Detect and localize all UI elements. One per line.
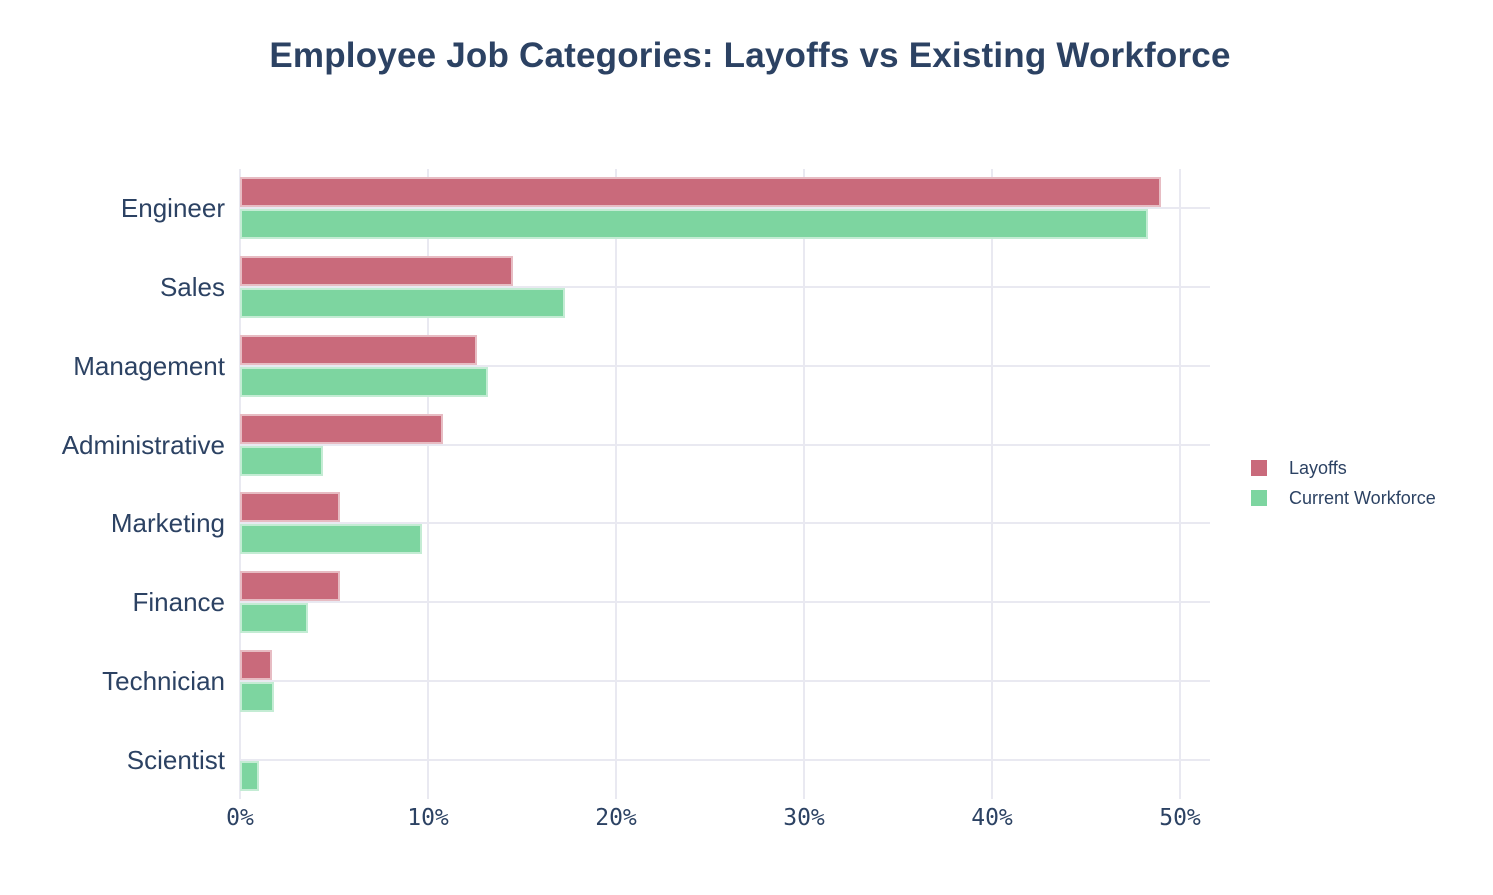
x-gridline — [427, 169, 429, 799]
x-gridline — [239, 169, 241, 799]
bar-workforce-finance[interactable] — [240, 603, 308, 634]
legend-label-layoffs: Layoffs — [1289, 457, 1347, 478]
y-gridline — [240, 207, 1210, 210]
bar-layoffs-sales[interactable] — [240, 256, 513, 287]
y-gridline — [240, 522, 1210, 525]
bar-workforce-management[interactable] — [240, 366, 488, 397]
x-tick-label: 0% — [226, 805, 254, 831]
y-gridline — [240, 364, 1210, 367]
legend-swatch-layoffs-icon — [1251, 460, 1267, 476]
category-label-management: Management — [73, 350, 225, 381]
category-label-marketing: Marketing — [110, 508, 225, 539]
x-tick-label: 10% — [407, 805, 449, 831]
bar-workforce-scientist[interactable] — [240, 760, 259, 791]
y-gridline — [240, 286, 1210, 289]
x-gridline — [615, 169, 617, 799]
bar-layoffs-management[interactable] — [240, 334, 477, 365]
legend-label-current-workforce: Current Workforce — [1289, 487, 1436, 508]
x-gridline — [803, 169, 805, 799]
category-label-engineer: Engineer — [120, 193, 225, 224]
y-gridline — [240, 601, 1210, 604]
bar-layoffs-technician[interactable] — [240, 649, 272, 680]
category-label-sales: Sales — [159, 272, 225, 303]
legend: Layoffs Current Workforce — [1246, 453, 1436, 513]
bar-workforce-engineer[interactable] — [240, 209, 1148, 240]
y-gridline — [240, 758, 1210, 761]
legend-swatch-current-workforce-icon — [1251, 490, 1267, 506]
bar-workforce-technician[interactable] — [240, 681, 274, 712]
x-tick-label: 40% — [971, 805, 1013, 831]
bar-workforce-sales[interactable] — [240, 288, 565, 319]
bar-workforce-marketing[interactable] — [240, 524, 422, 555]
bar-layoffs-finance[interactable] — [240, 571, 340, 602]
x-tick-label: 30% — [783, 805, 825, 831]
legend-item-layoffs[interactable]: Layoffs — [1246, 453, 1436, 483]
x-tick-label: 50% — [1159, 805, 1201, 831]
category-label-technician: Technician — [102, 665, 225, 696]
x-tick-label: 20% — [595, 805, 637, 831]
chart-title: Employee Job Categories: Layoffs vs Exis… — [269, 36, 1231, 75]
category-label-finance: Finance — [132, 587, 226, 618]
y-gridline — [240, 443, 1210, 446]
x-gridline — [1179, 169, 1181, 799]
bar-layoffs-marketing[interactable] — [240, 492, 340, 523]
category-label-administrative: Administrative — [61, 429, 225, 460]
legend-item-current-workforce[interactable]: Current Workforce — [1246, 483, 1436, 513]
bar-layoffs-engineer[interactable] — [240, 177, 1161, 208]
category-label-scientist: Scientist — [126, 744, 225, 775]
y-gridline — [240, 679, 1210, 682]
bar-workforce-administrative[interactable] — [240, 445, 323, 476]
x-gridline — [991, 169, 993, 799]
bar-layoffs-administrative[interactable] — [240, 413, 443, 444]
